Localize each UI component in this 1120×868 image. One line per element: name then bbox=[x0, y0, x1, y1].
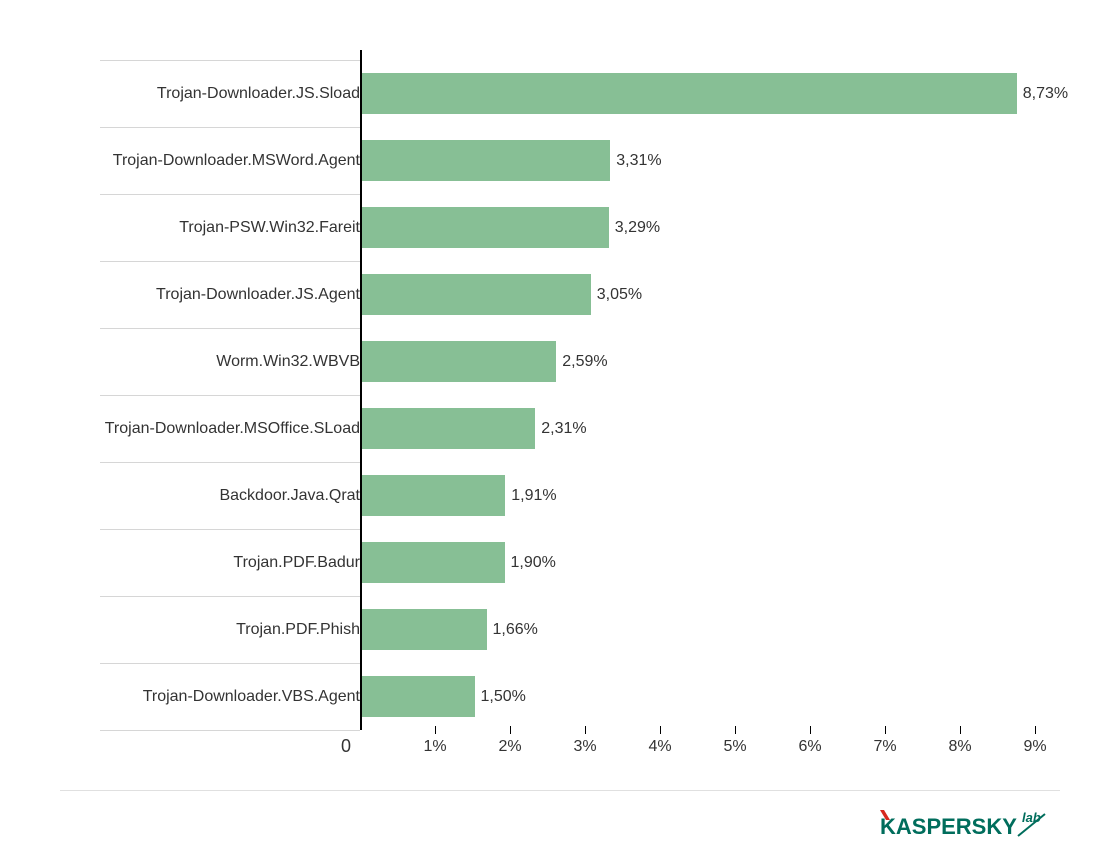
bar-value-label: 1,91% bbox=[511, 487, 556, 505]
x-tick-label: 5% bbox=[723, 738, 746, 756]
bar-value-label: 8,73% bbox=[1023, 85, 1068, 103]
bar-row: Trojan-Downloader.MSWord.Agent 3,31% bbox=[60, 127, 1060, 194]
bar-value-label: 3,05% bbox=[597, 286, 642, 304]
x-tick bbox=[510, 726, 511, 734]
x-tick bbox=[885, 726, 886, 734]
bar-value-label: 1,66% bbox=[493, 621, 538, 639]
x-tick-label: 7% bbox=[873, 738, 896, 756]
x-tick-label: 8% bbox=[948, 738, 971, 756]
bar-value-label: 2,59% bbox=[562, 353, 607, 371]
x-tick bbox=[585, 726, 586, 734]
category-label: Trojan-Downloader.JS.Sload bbox=[60, 85, 372, 103]
x-tick-label: 9% bbox=[1023, 738, 1046, 756]
x-tick bbox=[660, 726, 661, 734]
bar-fill bbox=[362, 73, 1017, 113]
bar-fill bbox=[362, 676, 475, 716]
category-label: Trojan-Downloader.JS.Agent bbox=[60, 286, 372, 304]
category-label: Trojan-PSW.Win32.Fareit bbox=[60, 219, 372, 237]
x-tick bbox=[810, 726, 811, 734]
bar-fill bbox=[362, 341, 556, 381]
chart-container: Trojan-Downloader.JS.Sload8,73%Trojan-Do… bbox=[0, 0, 1120, 760]
bar-value-label: 1,90% bbox=[511, 554, 556, 572]
bar-row: Trojan.PDF.Badur 1,90% bbox=[60, 529, 1060, 596]
bar-row: Backdoor.Java.Qrat 1,91% bbox=[60, 462, 1060, 529]
category-label: Trojan-Downloader.VBS.Agent bbox=[60, 688, 372, 706]
category-label: Trojan.PDF.Phish bbox=[60, 621, 372, 639]
svg-text:KASPERSKY: KASPERSKY bbox=[880, 814, 1017, 839]
bar-fill bbox=[362, 140, 610, 180]
x-tick-label: 3% bbox=[573, 738, 596, 756]
x-tick-label: 4% bbox=[648, 738, 671, 756]
bar-row: Worm.Win32.WBVB 2,59% bbox=[60, 328, 1060, 395]
bar-fill bbox=[362, 207, 609, 247]
x-tick-label: 6% bbox=[798, 738, 821, 756]
category-label: Trojan-Downloader.MSOffice.SLoad bbox=[60, 420, 372, 438]
bar-fill bbox=[362, 609, 487, 649]
bar-row: Trojan-PSW.Win32.Fareit 3,29% bbox=[60, 194, 1060, 261]
category-label: Trojan-Downloader.MSWord.Agent bbox=[60, 152, 372, 170]
bar-fill bbox=[362, 408, 535, 448]
bar-fill bbox=[362, 274, 591, 314]
x-tick bbox=[960, 726, 961, 734]
x-tick bbox=[435, 726, 436, 734]
bar-row: Trojan-Downloader.MSOffice.SLoad 2,31% bbox=[60, 395, 1060, 462]
category-label: Trojan.PDF.Badur bbox=[60, 554, 372, 572]
plot-area: Trojan-Downloader.JS.Sload8,73%Trojan-Do… bbox=[60, 40, 1060, 760]
x-tick-label: 1% bbox=[423, 738, 446, 756]
x-tick-label: 2% bbox=[498, 738, 521, 756]
bar-value-label: 2,31% bbox=[541, 420, 586, 438]
bar-fill bbox=[362, 542, 505, 582]
bar-row: Trojan-Downloader.VBS.Agent 1,50% bbox=[60, 663, 1060, 730]
svg-text:lab: lab bbox=[1022, 810, 1041, 825]
bar-value-label: 3,29% bbox=[615, 219, 660, 237]
bar-value-label: 1,50% bbox=[481, 688, 526, 706]
footer-separator bbox=[60, 790, 1060, 791]
x-tick-label-zero: 0 bbox=[341, 736, 351, 757]
bar-row: Trojan-Downloader.JS.Sload8,73% bbox=[60, 60, 1060, 127]
kaspersky-logo-svg: KASPERSKY lab bbox=[880, 810, 1060, 844]
kaspersky-logo: KASPERSKY lab bbox=[880, 810, 1060, 849]
bar-value-label: 3,31% bbox=[616, 152, 661, 170]
category-label: Worm.Win32.WBVB bbox=[60, 353, 372, 371]
x-tick bbox=[1035, 726, 1036, 734]
bar-row: Trojan-Downloader.JS.Agent 3,05% bbox=[60, 261, 1060, 328]
row-separator bbox=[100, 730, 360, 731]
bar-row: Trojan.PDF.Phish 1,66% bbox=[60, 596, 1060, 663]
x-tick bbox=[735, 726, 736, 734]
category-label: Backdoor.Java.Qrat bbox=[60, 487, 372, 505]
bar-fill bbox=[362, 475, 505, 515]
